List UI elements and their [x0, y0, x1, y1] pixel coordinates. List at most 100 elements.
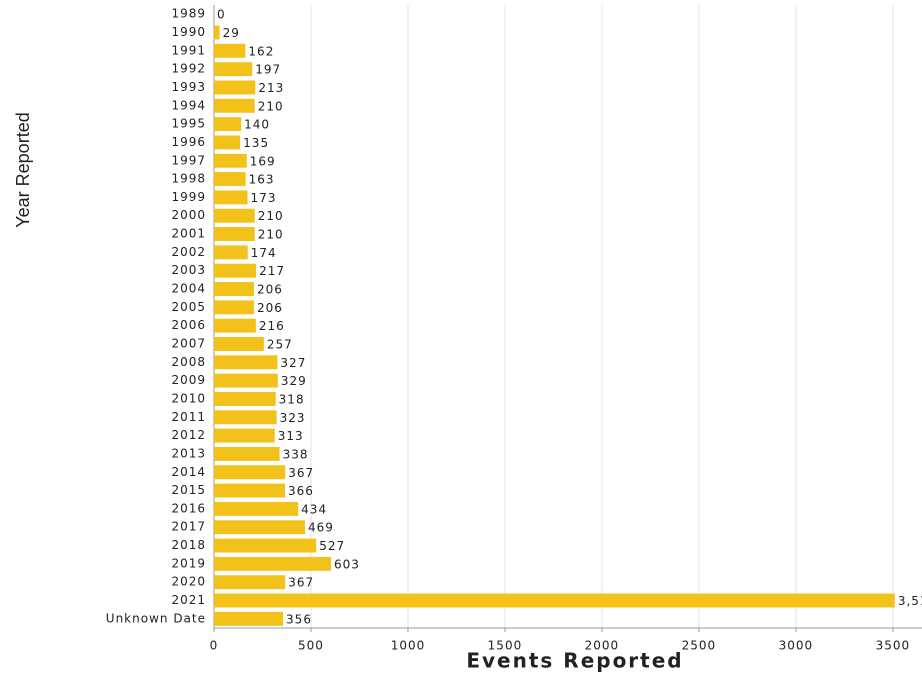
value-label: 367: [288, 576, 314, 590]
bar: [214, 263, 257, 278]
bar: [214, 318, 256, 333]
value-label: 206: [257, 283, 283, 297]
bar: [214, 593, 895, 608]
value-label: 327: [280, 356, 306, 370]
value-label: 313: [278, 429, 304, 443]
value-label: 323: [280, 411, 306, 425]
y-tick-label: 2011: [171, 410, 206, 424]
y-tick-label: 1998: [171, 172, 206, 186]
value-label: 135: [243, 136, 269, 150]
value-label: 367: [288, 466, 314, 480]
y-tick-label: 2017: [171, 520, 206, 534]
y-tick-label: 2004: [171, 282, 206, 296]
bar: [214, 300, 254, 315]
bar: [214, 575, 286, 590]
value-label: 217: [259, 264, 285, 278]
value-label: 140: [244, 118, 270, 132]
bar: [214, 43, 246, 58]
y-tick-label: 1994: [171, 98, 206, 112]
x-tick-label: 0: [210, 639, 219, 653]
value-label: 366: [288, 484, 314, 498]
bar: [214, 117, 242, 132]
bar: [214, 428, 275, 443]
value-label: 29: [223, 26, 240, 40]
value-label: 0: [217, 8, 226, 22]
value-label: 213: [258, 81, 284, 95]
bar: [214, 556, 331, 571]
y-tick-label: 2015: [171, 483, 206, 497]
bar: [214, 391, 276, 406]
bar: [214, 501, 299, 516]
y-tick-label: 1992: [171, 62, 206, 76]
y-tick-label: 2018: [171, 538, 206, 552]
bar: [214, 25, 220, 40]
bar: [214, 410, 277, 425]
x-tick-label: 3500: [876, 639, 911, 653]
value-label: 210: [258, 209, 284, 223]
bar: [214, 245, 248, 260]
x-tick-label: 1000: [391, 639, 426, 653]
x-tick-label: 2500: [682, 639, 717, 653]
bar: [214, 611, 284, 626]
bar: [214, 282, 254, 296]
bar: [214, 355, 278, 370]
bar: [214, 538, 317, 553]
y-tick-label: 1997: [171, 153, 206, 167]
bar: [214, 465, 286, 480]
y-tick-label: 1996: [171, 135, 206, 149]
x-tick-label: 500: [298, 639, 324, 653]
value-label: 173: [251, 191, 277, 205]
value-label: 603: [334, 557, 360, 571]
y-tick-label: 2016: [171, 501, 206, 515]
bar: [214, 483, 285, 498]
y-tick-label: 1989: [171, 7, 206, 21]
y-tick-label: 2005: [171, 300, 206, 314]
y-tick-label: 2010: [171, 391, 206, 405]
value-label: 169: [250, 154, 276, 168]
x-axis-title: Events Reported: [466, 649, 683, 673]
x-tick-label: 1500: [488, 639, 523, 653]
y-tick-label: 2008: [171, 355, 206, 369]
value-label: 3,510: [898, 594, 922, 608]
y-tick-label: 2012: [171, 428, 206, 442]
value-label: 206: [257, 301, 283, 315]
bar: [214, 62, 253, 77]
value-label: 469: [308, 521, 334, 535]
bar: [214, 153, 247, 168]
y-tick-label: 2003: [171, 263, 206, 277]
y-tick-label: 1999: [171, 190, 206, 204]
x-tick-label: 2000: [585, 639, 620, 653]
y-axis-title: Year Reported: [13, 112, 33, 227]
bar: [214, 446, 280, 461]
bar: [214, 98, 255, 113]
bar: [214, 227, 255, 242]
value-label: 197: [255, 63, 281, 77]
y-tick-label: 2000: [171, 208, 206, 222]
y-tick-label: 2006: [171, 318, 206, 332]
value-label: 210: [258, 99, 284, 113]
value-label: 210: [258, 228, 284, 242]
bar: [214, 337, 264, 351]
value-label: 163: [249, 173, 275, 187]
value-label: 162: [248, 44, 274, 58]
x-tick-label: 3000: [779, 639, 814, 653]
bar: [214, 190, 248, 205]
y-tick-label: 2019: [171, 556, 206, 570]
value-label: 329: [281, 374, 307, 388]
bar: [214, 80, 256, 95]
value-label: 257: [267, 337, 293, 351]
y-tick-label: Unknown Date: [106, 611, 206, 625]
y-tick-label: 2014: [171, 465, 206, 479]
y-tick-label: 2013: [171, 446, 206, 460]
value-label: 434: [301, 502, 327, 516]
value-label: 216: [259, 319, 285, 333]
y-tick-label: 2007: [171, 336, 206, 350]
value-label: 356: [286, 612, 312, 626]
value-label: 338: [283, 447, 309, 461]
value-label: 318: [279, 392, 305, 406]
bar: [214, 208, 255, 223]
bar: [214, 135, 241, 150]
y-tick-label: 1993: [171, 80, 206, 94]
bar: [214, 172, 246, 187]
